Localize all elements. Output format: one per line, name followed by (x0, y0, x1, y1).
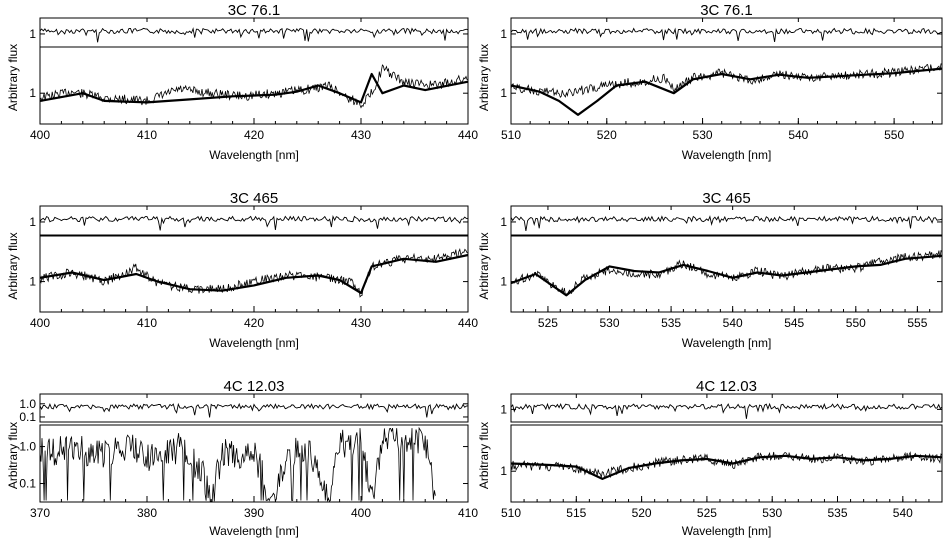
y-axis-label: Arbitrary flux (6, 422, 20, 489)
panel-title: 3C 76.1 (700, 2, 753, 19)
spectrum-panel: 3C 76.1 400 410 420 430 440 1 1 Wavelength [nm] A… (6, 2, 478, 162)
y-axis-label: Arbitrary flux (477, 422, 491, 489)
observed-spectrum-line (39, 247, 469, 298)
x-tick-label: 555 (907, 316, 927, 330)
x-tick-label: 520 (632, 506, 652, 520)
x-tick-label: 525 (538, 316, 558, 330)
model-spectrum-line (510, 254, 943, 297)
x-tick-label: 410 (137, 316, 157, 330)
top-panel-frame (510, 393, 943, 423)
x-axis-label: Wavelength [nm] (682, 524, 772, 538)
x-tick-label: 370 (30, 506, 50, 520)
x-axis-label: Wavelength [nm] (209, 524, 299, 538)
y-tick-label: 1 (500, 464, 507, 478)
x-tick-label: 550 (884, 128, 904, 142)
y-tick-label: 1 (500, 402, 507, 416)
panel-title: 3C 76.1 (228, 2, 281, 19)
x-tick-label: 400 (30, 128, 50, 142)
x-tick-label: 510 (501, 128, 521, 142)
x-tick-label: 430 (351, 128, 371, 142)
y-tick-label: 1 (29, 86, 36, 100)
template-spectrum-line (510, 402, 943, 419)
x-tick-label: 535 (661, 316, 681, 330)
spectrum-panel: 3C 465 525 530 535 540 545 550 555 1 1 Wavelength … (477, 190, 943, 350)
top-panel-frame (510, 205, 943, 236)
x-tick-label: 510 (501, 506, 521, 520)
y-tick-label: 1 (29, 215, 36, 229)
x-tick-label: 540 (893, 506, 913, 520)
top-panel-frame (39, 205, 469, 236)
template-spectrum-line (510, 215, 943, 231)
x-tick-label: 535 (827, 506, 847, 520)
spectrum-panel: 3C 76.1 510 520 530 540 550 1 1 Wavelength [nm] A… (477, 2, 943, 162)
x-tick-label: 420 (244, 316, 264, 330)
y-axis-label: Arbitrary flux (6, 232, 20, 299)
x-axis-label: Wavelength [nm] (682, 148, 772, 162)
bottom-panel-frame (39, 235, 469, 313)
x-tick-label: 525 (697, 506, 717, 520)
x-tick-label: 440 (458, 128, 478, 142)
x-tick-label: 550 (846, 316, 866, 330)
x-tick-label: 440 (458, 316, 478, 330)
observed-spectrum-line (510, 451, 943, 479)
x-tick-label: 380 (137, 506, 157, 520)
x-tick-label: 540 (723, 316, 743, 330)
x-tick-label: 410 (458, 506, 478, 520)
x-tick-label: 515 (566, 506, 586, 520)
template-spectrum-line (39, 27, 469, 43)
y-tick-label: 1.0 (19, 440, 36, 454)
y-axis-label: Arbitrary flux (477, 232, 491, 299)
observed-spectrum-line (510, 63, 943, 98)
model-spectrum-line (510, 67, 943, 116)
spectrum-panel: 3C 465 400 410 420 430 440 1 1 Wavelength [nm] Ar… (6, 190, 478, 350)
panel-title: 4C 12.03 (696, 378, 757, 395)
y-tick-label: 1.0 (19, 397, 36, 411)
model-spectrum-line (510, 454, 943, 480)
x-tick-label: 540 (788, 128, 808, 142)
observed-spectrum-line (39, 426, 436, 503)
template-spectrum-line (39, 402, 469, 418)
y-tick-label: 1 (500, 27, 507, 41)
model-spectrum-line (39, 253, 469, 295)
y-tick-label: 1 (500, 215, 507, 229)
x-axis-label: Wavelength [nm] (209, 336, 299, 350)
top-panel-frame (39, 17, 469, 48)
spectrum-panel: 4C 12.03 510 515 520 525 530 535 540 1 1 Wavelengt… (477, 378, 943, 538)
bottom-panel-frame (510, 235, 943, 313)
y-tick-label: 1 (29, 275, 36, 289)
x-tick-label: 420 (244, 128, 264, 142)
y-tick-label: 1 (500, 86, 507, 100)
panel-title: 3C 465 (230, 190, 278, 207)
y-tick-label: 0.1 (19, 410, 36, 424)
x-tick-label: 410 (137, 128, 157, 142)
x-tick-label: 530 (762, 506, 782, 520)
y-tick-label: 0.1 (19, 477, 36, 491)
x-tick-label: 400 (30, 316, 50, 330)
x-tick-label: 430 (351, 316, 371, 330)
x-axis-label: Wavelength [nm] (682, 336, 772, 350)
y-axis-label: Arbitrary flux (6, 44, 20, 111)
model-spectrum-line (39, 72, 469, 104)
x-tick-label: 520 (597, 128, 617, 142)
observed-spectrum-line (511, 250, 943, 296)
x-tick-label: 530 (693, 128, 713, 142)
template-spectrum-line (39, 214, 469, 231)
top-panel-frame (39, 393, 469, 423)
y-tick-label: 1 (500, 275, 507, 289)
x-tick-label: 530 (599, 316, 619, 330)
y-tick-label: 1 (29, 27, 36, 41)
y-axis-label: Arbitrary flux (477, 44, 491, 111)
panel-title: 3C 465 (702, 190, 750, 207)
x-tick-label: 390 (244, 506, 264, 520)
x-tick-label: 400 (351, 506, 371, 520)
x-axis-label: Wavelength [nm] (209, 148, 299, 162)
template-spectrum-line (510, 27, 943, 42)
x-tick-label: 545 (784, 316, 804, 330)
panel-title: 4C 12.03 (224, 378, 285, 395)
